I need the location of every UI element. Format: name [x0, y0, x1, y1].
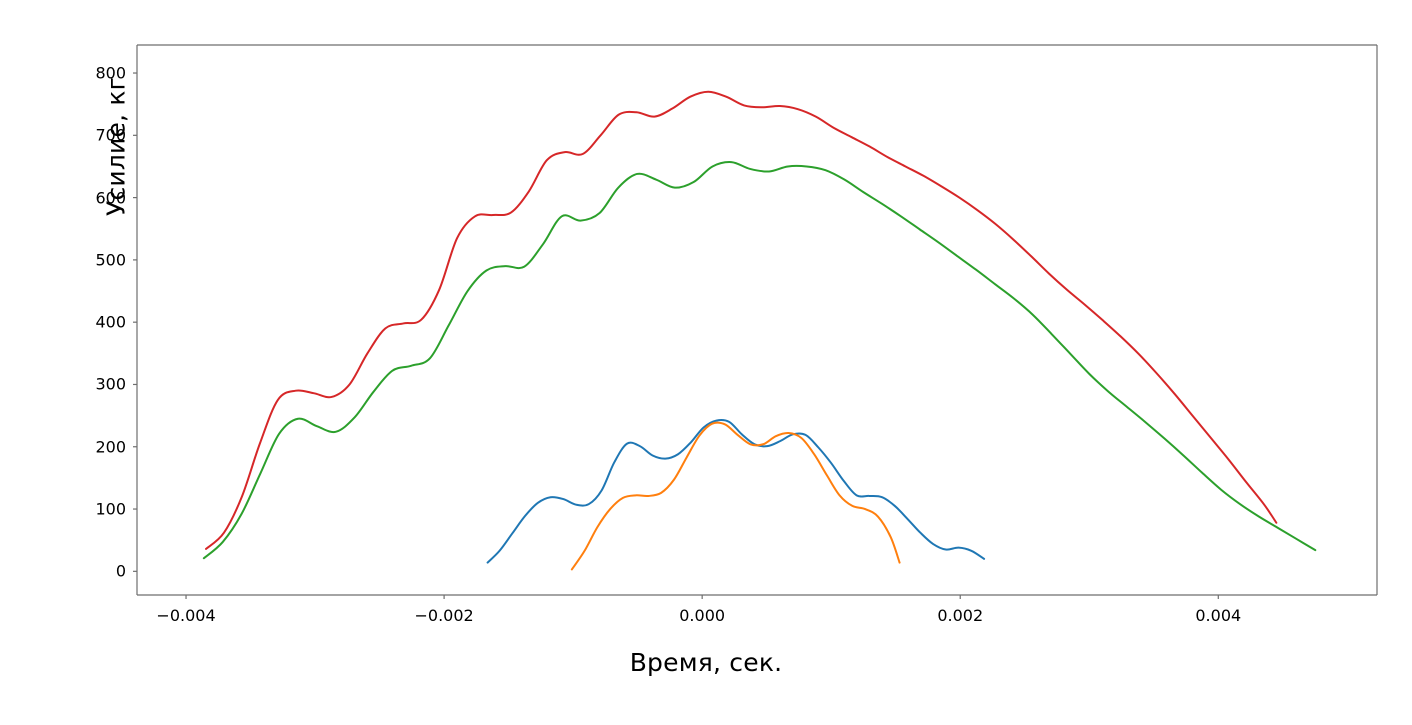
- series-line-series_4: [205, 90, 1278, 550]
- y-tick-label: 100: [95, 499, 126, 519]
- x-tick-label: −0.004: [156, 606, 216, 625]
- y-tick-label: 700: [95, 125, 126, 145]
- y-tick-label: 800: [95, 63, 126, 83]
- x-tick-label: 0.002: [937, 606, 984, 625]
- y-tick-label: 0: [115, 561, 126, 581]
- x-axis-ticks: [185, 595, 1219, 599]
- y-axis-label: Усилие, кг: [101, 77, 131, 216]
- x-tick-label: 0.004: [1195, 606, 1242, 625]
- x-axis-label: Время, сек.: [629, 648, 783, 677]
- x-tick-label: −0.002: [414, 606, 474, 625]
- axis-spines: [136, 44, 1378, 596]
- y-tick-label: 300: [95, 374, 126, 394]
- y-tick-label: 500: [95, 250, 126, 270]
- x-tick-label: 0.000: [679, 606, 726, 625]
- y-axis-ticks: [133, 72, 137, 572]
- data-series-group: [202, 90, 1317, 571]
- plot-background: [137, 45, 1377, 595]
- series-line-series_2: [570, 421, 901, 571]
- series-line-series_3: [202, 161, 1317, 560]
- y-tick-label: 600: [95, 188, 126, 208]
- series-line-series_1: [486, 418, 986, 564]
- y-tick-label: 200: [95, 437, 126, 457]
- y-tick-label: 400: [95, 312, 126, 332]
